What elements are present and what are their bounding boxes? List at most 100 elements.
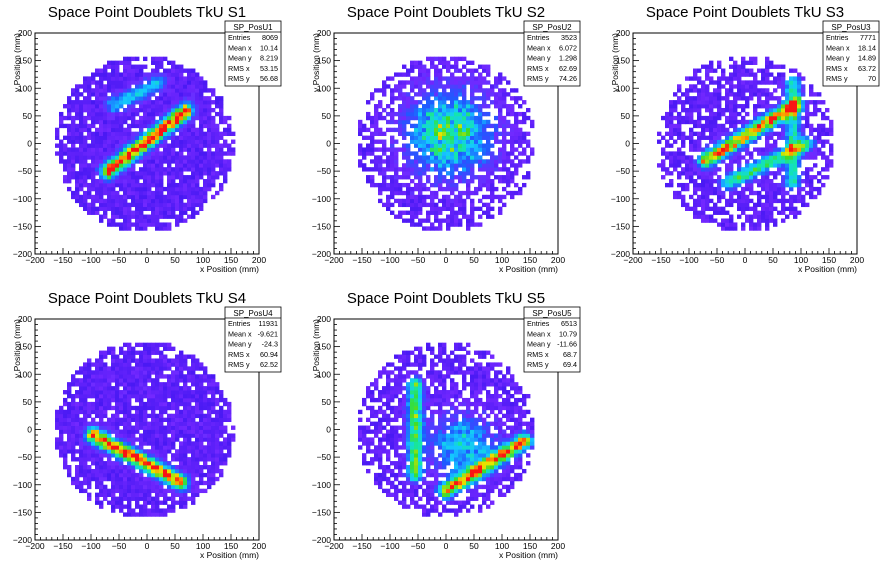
heatmap-bin — [107, 382, 111, 386]
heatmap-bin — [765, 108, 769, 112]
heatmap-bin — [119, 132, 123, 136]
heatmap-bin — [151, 497, 155, 501]
heatmap-bin — [151, 358, 155, 362]
heatmap-bin — [745, 167, 749, 171]
heatmap-bin — [87, 497, 91, 501]
heatmap-bin — [450, 222, 454, 226]
heatmap-bin — [167, 449, 171, 453]
y-tick-label: 50 — [23, 111, 33, 121]
heatmap-bin — [163, 207, 167, 211]
heatmap-bin — [749, 179, 753, 183]
heatmap-bin — [227, 147, 231, 151]
heatmap-bin — [797, 175, 801, 179]
heatmap-bin — [486, 65, 490, 69]
heatmap-bin — [119, 410, 123, 414]
heatmap-bin — [123, 155, 127, 159]
heatmap-bin — [785, 175, 789, 179]
heatmap-bin — [382, 140, 386, 144]
heatmap-bin — [430, 183, 434, 187]
heatmap-bin — [753, 108, 757, 112]
heatmap-bin — [171, 465, 175, 469]
heatmap-bin — [127, 410, 131, 414]
heatmap-bin — [813, 144, 817, 148]
heatmap-bin — [785, 155, 789, 159]
heatmap-bin — [111, 430, 115, 434]
heatmap-bin — [55, 441, 59, 445]
heatmap-bin — [450, 80, 454, 84]
heatmap-bin — [79, 449, 83, 453]
heatmap-bin — [717, 116, 721, 120]
heatmap-bin — [821, 128, 825, 132]
heatmap-bin — [107, 163, 111, 167]
heatmap-bin — [705, 151, 709, 155]
heatmap-bin — [115, 65, 119, 69]
heatmap-bin — [67, 414, 71, 418]
heatmap-bin — [71, 104, 75, 108]
heatmap-bin — [454, 80, 458, 84]
heatmap-bin — [111, 199, 115, 203]
heatmap-bin — [95, 445, 99, 449]
heatmap-bin — [438, 100, 442, 104]
heatmap-bin — [135, 72, 139, 76]
heatmap-bin — [386, 175, 390, 179]
heatmap-bin — [498, 112, 502, 116]
heatmap-bin — [99, 418, 103, 422]
heatmap-bin — [99, 437, 103, 441]
heatmap-bin — [366, 136, 370, 140]
heatmap-bin — [717, 88, 721, 92]
heatmap-bin — [171, 489, 175, 493]
heatmap-bin — [95, 151, 99, 155]
heatmap-bin — [119, 226, 123, 230]
heatmap-bin — [394, 175, 398, 179]
heatmap-bin — [701, 100, 705, 104]
heatmap-bin — [87, 191, 91, 195]
heatmap-bin — [199, 171, 203, 175]
heatmap-bin — [390, 128, 394, 132]
heatmap-bin — [470, 61, 474, 65]
heatmap-bin — [370, 96, 374, 100]
heatmap-bin — [422, 128, 426, 132]
heatmap-bin — [410, 151, 414, 155]
heatmap-bin — [91, 203, 95, 207]
heatmap-bin — [450, 136, 454, 140]
heatmap-bin — [191, 211, 195, 215]
heatmap-bin — [797, 191, 801, 195]
heatmap-bin — [466, 108, 470, 112]
heatmap-bin — [171, 140, 175, 144]
heatmap-bin — [390, 100, 394, 104]
heatmap-bin — [390, 96, 394, 100]
heatmap-bin — [99, 394, 103, 398]
heatmap-bin — [458, 57, 462, 61]
heatmap-bin — [370, 140, 374, 144]
heatmap-bin — [745, 203, 749, 207]
heatmap-bin — [127, 382, 131, 386]
heatmap-bin — [111, 426, 115, 430]
heatmap-bin — [474, 222, 478, 226]
heatmap-bin — [111, 136, 115, 140]
heatmap-bin — [99, 402, 103, 406]
heatmap-bin — [418, 211, 422, 215]
heatmap-bin — [442, 92, 446, 96]
heatmap-bin — [394, 171, 398, 175]
heatmap-bin — [103, 453, 107, 457]
heatmap-bin — [765, 65, 769, 69]
heatmap-bin — [434, 57, 438, 61]
heatmap-bin — [179, 151, 183, 155]
heatmap-bin — [191, 195, 195, 199]
heatmap-bin — [107, 191, 111, 195]
heatmap-bin — [167, 437, 171, 441]
heatmap-bin — [382, 147, 386, 151]
heatmap-bin — [414, 124, 418, 128]
heatmap-bin — [71, 426, 75, 430]
heatmap-bin — [414, 84, 418, 88]
heatmap-bin — [418, 159, 422, 163]
heatmap-bin — [685, 171, 689, 175]
heatmap-bin — [139, 402, 143, 406]
heatmap-bin — [159, 88, 163, 92]
heatmap-bin — [187, 72, 191, 76]
heatmap-bin — [725, 136, 729, 140]
heatmap-bin — [107, 441, 111, 445]
heatmap-bin — [434, 163, 438, 167]
heatmap-bin — [155, 171, 159, 175]
heatmap-bin — [83, 84, 87, 88]
